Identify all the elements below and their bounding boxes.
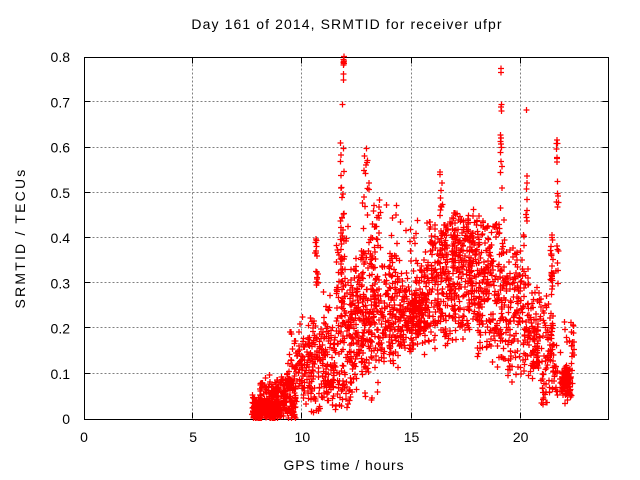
svg-text:SRMTID / TECUs: SRMTID / TECUs bbox=[12, 168, 28, 309]
svg-text:15: 15 bbox=[404, 429, 420, 445]
svg-text:0.2: 0.2 bbox=[51, 321, 71, 337]
svg-text:5: 5 bbox=[189, 429, 197, 445]
svg-text:0.6: 0.6 bbox=[51, 140, 71, 156]
svg-text:0.7: 0.7 bbox=[51, 94, 71, 110]
svg-text:0.1: 0.1 bbox=[51, 366, 71, 382]
svg-text:10: 10 bbox=[295, 429, 311, 445]
svg-text:0.5: 0.5 bbox=[51, 185, 71, 201]
svg-text:20: 20 bbox=[513, 429, 529, 445]
svg-text:GPS time / hours: GPS time / hours bbox=[284, 457, 405, 473]
svg-text:0: 0 bbox=[80, 429, 88, 445]
svg-text:0: 0 bbox=[62, 411, 70, 427]
svg-text:0.4: 0.4 bbox=[51, 230, 71, 246]
svg-text:Day 161 of 2014, SRMTID for re: Day 161 of 2014, SRMTID for receiver ufp… bbox=[191, 16, 502, 32]
svg-text:0.3: 0.3 bbox=[51, 275, 71, 291]
svg-text:0.8: 0.8 bbox=[51, 49, 71, 65]
